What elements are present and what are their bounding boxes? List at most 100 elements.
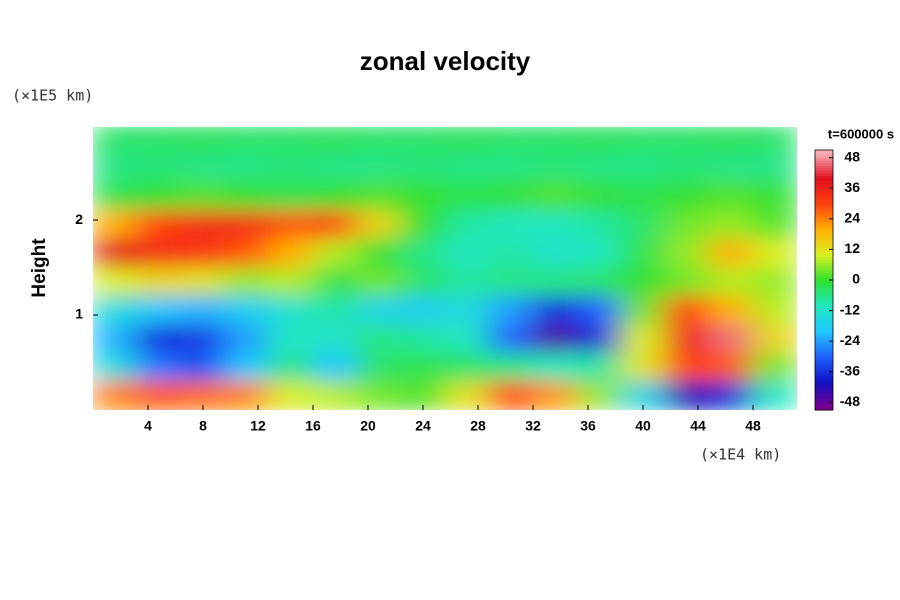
axes: 4 8 12 16 20 24 28 32 36 40 44 4812483624120-12-24-… (75, 148, 860, 433)
cell (180, 324, 226, 354)
cell (708, 210, 754, 240)
colorbar-band (815, 310, 833, 314)
cell (488, 127, 534, 155)
cell (664, 127, 710, 155)
cell (356, 352, 402, 383)
cell (400, 295, 446, 326)
colorbar-band (815, 364, 833, 368)
cell (93, 352, 138, 383)
cell (752, 324, 797, 354)
colorbar-band (815, 193, 833, 197)
colorbar-band (815, 198, 833, 202)
colorbar-band (815, 330, 833, 335)
cell (400, 352, 446, 383)
colorbar-band (815, 160, 833, 164)
colorbar-band (815, 211, 833, 215)
colorbar-band (815, 397, 833, 401)
colorbar-band (815, 167, 833, 171)
colorbar-tick-label: 48 (844, 148, 860, 164)
colorbar-band (815, 155, 833, 159)
cell (444, 127, 490, 155)
colorbar-band (815, 262, 833, 266)
colorbar-tick-label: 0 (852, 271, 860, 287)
colorbar-band (815, 338, 833, 342)
cell (136, 267, 182, 297)
cell (356, 210, 402, 240)
colorbar-band (815, 341, 833, 345)
cell (708, 267, 754, 297)
colorbar-band (815, 208, 833, 212)
y-tick-label: 1 (75, 306, 83, 322)
cell (400, 324, 446, 354)
x-unit: (×1E4 km) (700, 446, 781, 464)
cell (268, 267, 314, 297)
colorbar-band (815, 356, 833, 360)
cell (268, 324, 314, 354)
colorbar-band (815, 218, 833, 222)
cells (93, 127, 797, 410)
x-tick-label: 20 (360, 418, 376, 434)
colorbar-band (815, 302, 833, 306)
colorbar-band (815, 361, 833, 365)
cell (224, 352, 270, 383)
cell (664, 153, 710, 183)
x-tick-label: 28 (470, 418, 486, 434)
cell (664, 267, 710, 297)
colorbar-band (815, 305, 833, 309)
cell (312, 181, 358, 212)
x-tick-label: 40 (635, 418, 651, 434)
colorbar-band (815, 264, 833, 268)
cell (664, 181, 710, 212)
colorbar-band (815, 267, 833, 271)
cell (532, 295, 578, 326)
colorbar-band (815, 282, 833, 286)
cell (93, 324, 138, 354)
cell (312, 238, 358, 269)
cell (224, 238, 270, 269)
colorbar-band (815, 203, 833, 207)
cell (664, 381, 710, 410)
cell (93, 295, 138, 326)
cell (356, 267, 402, 297)
cell (444, 381, 490, 410)
cell (620, 352, 666, 383)
colorbar-band (815, 241, 833, 245)
cell (664, 210, 710, 240)
colorbar-band (815, 366, 833, 370)
colorbar-tick-label: -24 (840, 332, 860, 348)
colorbar-band (815, 369, 833, 373)
colorbar-band (815, 216, 833, 220)
colorbar-band (815, 249, 833, 253)
cell (708, 238, 754, 269)
cell (488, 295, 534, 326)
cell (532, 210, 578, 240)
cell (136, 181, 182, 212)
colorbar-band (815, 313, 833, 317)
x-tick-label: 4 (144, 418, 152, 434)
cell (752, 181, 797, 212)
cell (356, 295, 402, 326)
cell (576, 127, 622, 155)
cell (180, 238, 226, 269)
colorbar-band (815, 277, 833, 281)
colorbar-band (815, 185, 833, 189)
cell (708, 381, 754, 410)
cell (136, 238, 182, 269)
x-tick-label: 48 (745, 418, 761, 434)
colorbar-band (815, 274, 833, 278)
colorbar-label: t=600000 s (828, 126, 894, 141)
y-unit: (×1E5 km) (12, 87, 93, 105)
colorbar-band (815, 404, 833, 408)
cell (532, 381, 578, 410)
cell (708, 153, 754, 183)
cell (620, 238, 666, 269)
cell (93, 238, 138, 269)
colorbar-band (815, 157, 833, 161)
colorbar-band (815, 325, 833, 329)
colorbar-band (815, 359, 833, 363)
cell (752, 127, 797, 155)
colorbar-band (815, 213, 833, 217)
cell (136, 153, 182, 183)
cell (488, 381, 534, 410)
cell (752, 238, 797, 269)
